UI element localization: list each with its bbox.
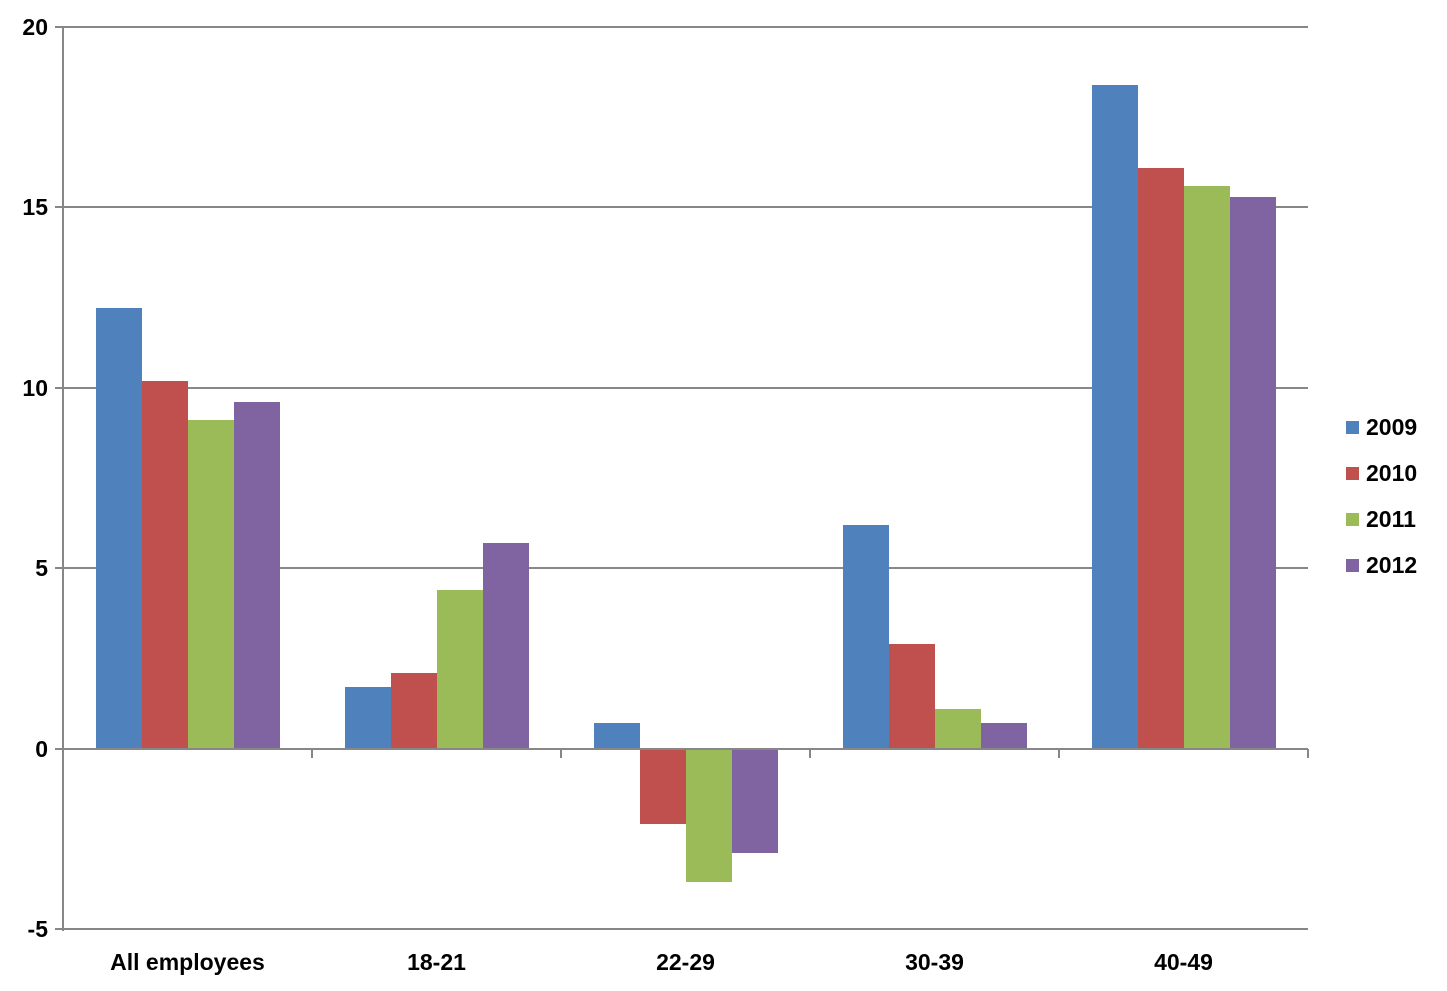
legend-swatch-icon [1346,466,1359,480]
bar-2010-30-39 [888,643,935,749]
category-label: 22-29 [656,949,715,975]
gridline [63,386,1308,389]
y-tick-label: 20 [22,14,48,40]
y-tick-label: 15 [22,194,48,221]
bar-2011-30-39 [934,708,981,749]
bar-2011-18-21 [436,589,483,749]
x-axis-tick [560,748,562,758]
legend: 2009 2010 2011 2012 [1346,404,1446,588]
legend-swatch-icon [1346,420,1359,434]
bar-2012-all-employees [233,402,280,749]
bar-2010-18-21 [390,672,437,749]
y-tick-label: -5 [27,916,48,942]
y-axis-tick [55,747,63,750]
legend-label: 2012 [1366,552,1418,578]
gridline [63,928,1308,930]
bar-2010-22-29 [639,748,686,825]
bar-2011-all-employees [187,420,234,749]
legend-label: 2011 [1366,506,1416,532]
y-axis-tick [55,928,63,930]
bar-2009-all-employees [95,308,142,749]
category-label: 18-21 [407,949,466,975]
bar-2012-30-39 [980,723,1027,749]
legend-label: 2009 [1366,414,1418,440]
bar-2009-40-49 [1091,84,1138,749]
legend-item-2012: 2012 [1346,542,1446,588]
x-axis-tick [1307,748,1309,758]
x-axis-tick [809,748,811,758]
legend-swatch-icon [1346,512,1359,526]
bar-2012-18-21 [482,542,529,749]
y-axis-tick [55,567,63,570]
y-axis-line [62,27,64,931]
bar-2009-18-21 [344,687,391,749]
bar-2011-22-29 [685,748,732,883]
bar-2010-40-49 [1137,167,1184,749]
bar-2012-22-29 [731,748,778,854]
gridline [63,26,1308,28]
y-axis-tick [55,26,63,28]
y-tick-label: 0 [35,735,48,762]
x-axis-tick [311,748,313,758]
bar-2011-40-49 [1183,185,1230,749]
legend-item-2011: 2011 [1346,496,1446,542]
category-label: 30-39 [905,949,964,975]
legend-swatch-icon [1346,558,1359,572]
bar-2012-40-49 [1229,196,1276,749]
bar-2010-all-employees [141,380,188,749]
legend-label: 2010 [1366,460,1418,486]
y-tick-label: 10 [22,374,48,401]
bar-2009-30-39 [842,524,889,749]
category-label: 40-49 [1154,949,1213,975]
legend-item-2009: 2009 [1346,404,1446,450]
gridline [63,567,1308,570]
legend-item-2010: 2010 [1346,450,1446,496]
bar-2009-22-29 [593,723,640,749]
x-axis-line [63,747,1308,750]
category-label: All employees [110,949,265,975]
y-axis-tick [55,386,63,389]
x-axis-tick [1058,748,1060,758]
y-tick-label: 5 [35,555,48,582]
gridline [63,206,1308,209]
y-axis-tick [55,206,63,209]
